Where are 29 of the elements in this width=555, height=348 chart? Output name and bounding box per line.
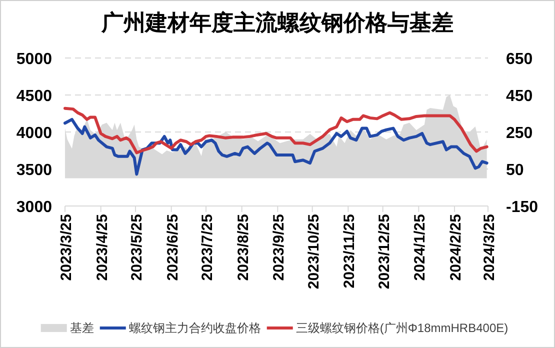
legend-label: 基差 [70,321,94,335]
x-tick-label: 2024/3/25 [481,214,498,281]
x-tick-label: 2023/3/25 [58,214,75,281]
x-tick-label: 2023/4/25 [94,214,111,281]
legend-label: 螺纹钢主力合约收盘价格 [128,321,261,335]
chart-title: 广州建材年度主流螺纹钢价格与基差 [100,10,454,36]
x-tick-label: 2023/7/25 [199,214,216,281]
x-tick-label: 2023/11/25 [341,214,358,288]
x-tick-label: 2023/5/25 [128,214,146,281]
y-tick-label: 4000 [16,125,52,142]
y2-tick-label: 450 [506,88,533,105]
y-tick-label: 3000 [16,199,52,216]
x-tick-label: 2023/12/25 [376,214,393,290]
x-tick-label: 2024/1/25 [412,214,429,281]
y-tick-label: 3500 [16,162,52,179]
y2-tick-label: -150 [506,199,538,216]
y2-tick-label: 650 [506,51,533,68]
y2-tick-label: 50 [506,162,524,179]
y-tick-label: 5000 [16,51,52,68]
line-series [64,106,488,154]
y-tick-label: 4500 [16,88,52,105]
legend-label: 三级螺纹钢价格(广州Φ18mmHRB400E) [296,321,508,335]
y2-tick-label: 250 [506,125,533,142]
line-series [64,118,488,176]
x-tick-label: 2023/8/25 [234,214,252,281]
x-tick-label: 2023/6/25 [164,214,182,281]
x-tick-label: 2023/9/25 [270,214,288,281]
x-tick-label: 2024/2/25 [447,214,464,281]
x-tick-label: 2023/10/25 [305,214,322,290]
